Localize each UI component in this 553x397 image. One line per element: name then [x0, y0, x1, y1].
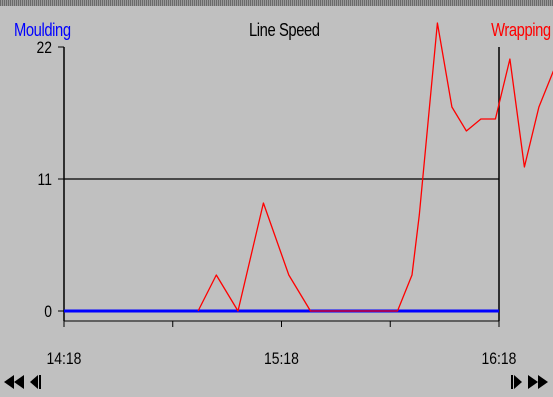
- x-tick-label: 16:18: [482, 350, 517, 369]
- y-tick-label: 11: [38, 171, 52, 190]
- chart-title: Line Speed: [249, 20, 320, 40]
- rewind-and-step-back-icon: [4, 375, 41, 389]
- y-tick-label: 22: [37, 39, 52, 58]
- rewind-nav-button[interactable]: [4, 372, 64, 392]
- window-top-edge: [0, 0, 553, 6]
- x-tick-label: 14:18: [47, 350, 82, 369]
- y-tick-label: 0: [44, 303, 52, 322]
- series-wrapping-line: [197, 22, 553, 312]
- legend-moulding: Moulding: [14, 20, 71, 40]
- x-tick-label: 15:18: [264, 350, 299, 369]
- legend-wrapping: Wrapping: [491, 20, 551, 40]
- fast-forward-nav-button[interactable]: [502, 372, 552, 392]
- step-forward-and-fast-forward-icon: [511, 375, 548, 389]
